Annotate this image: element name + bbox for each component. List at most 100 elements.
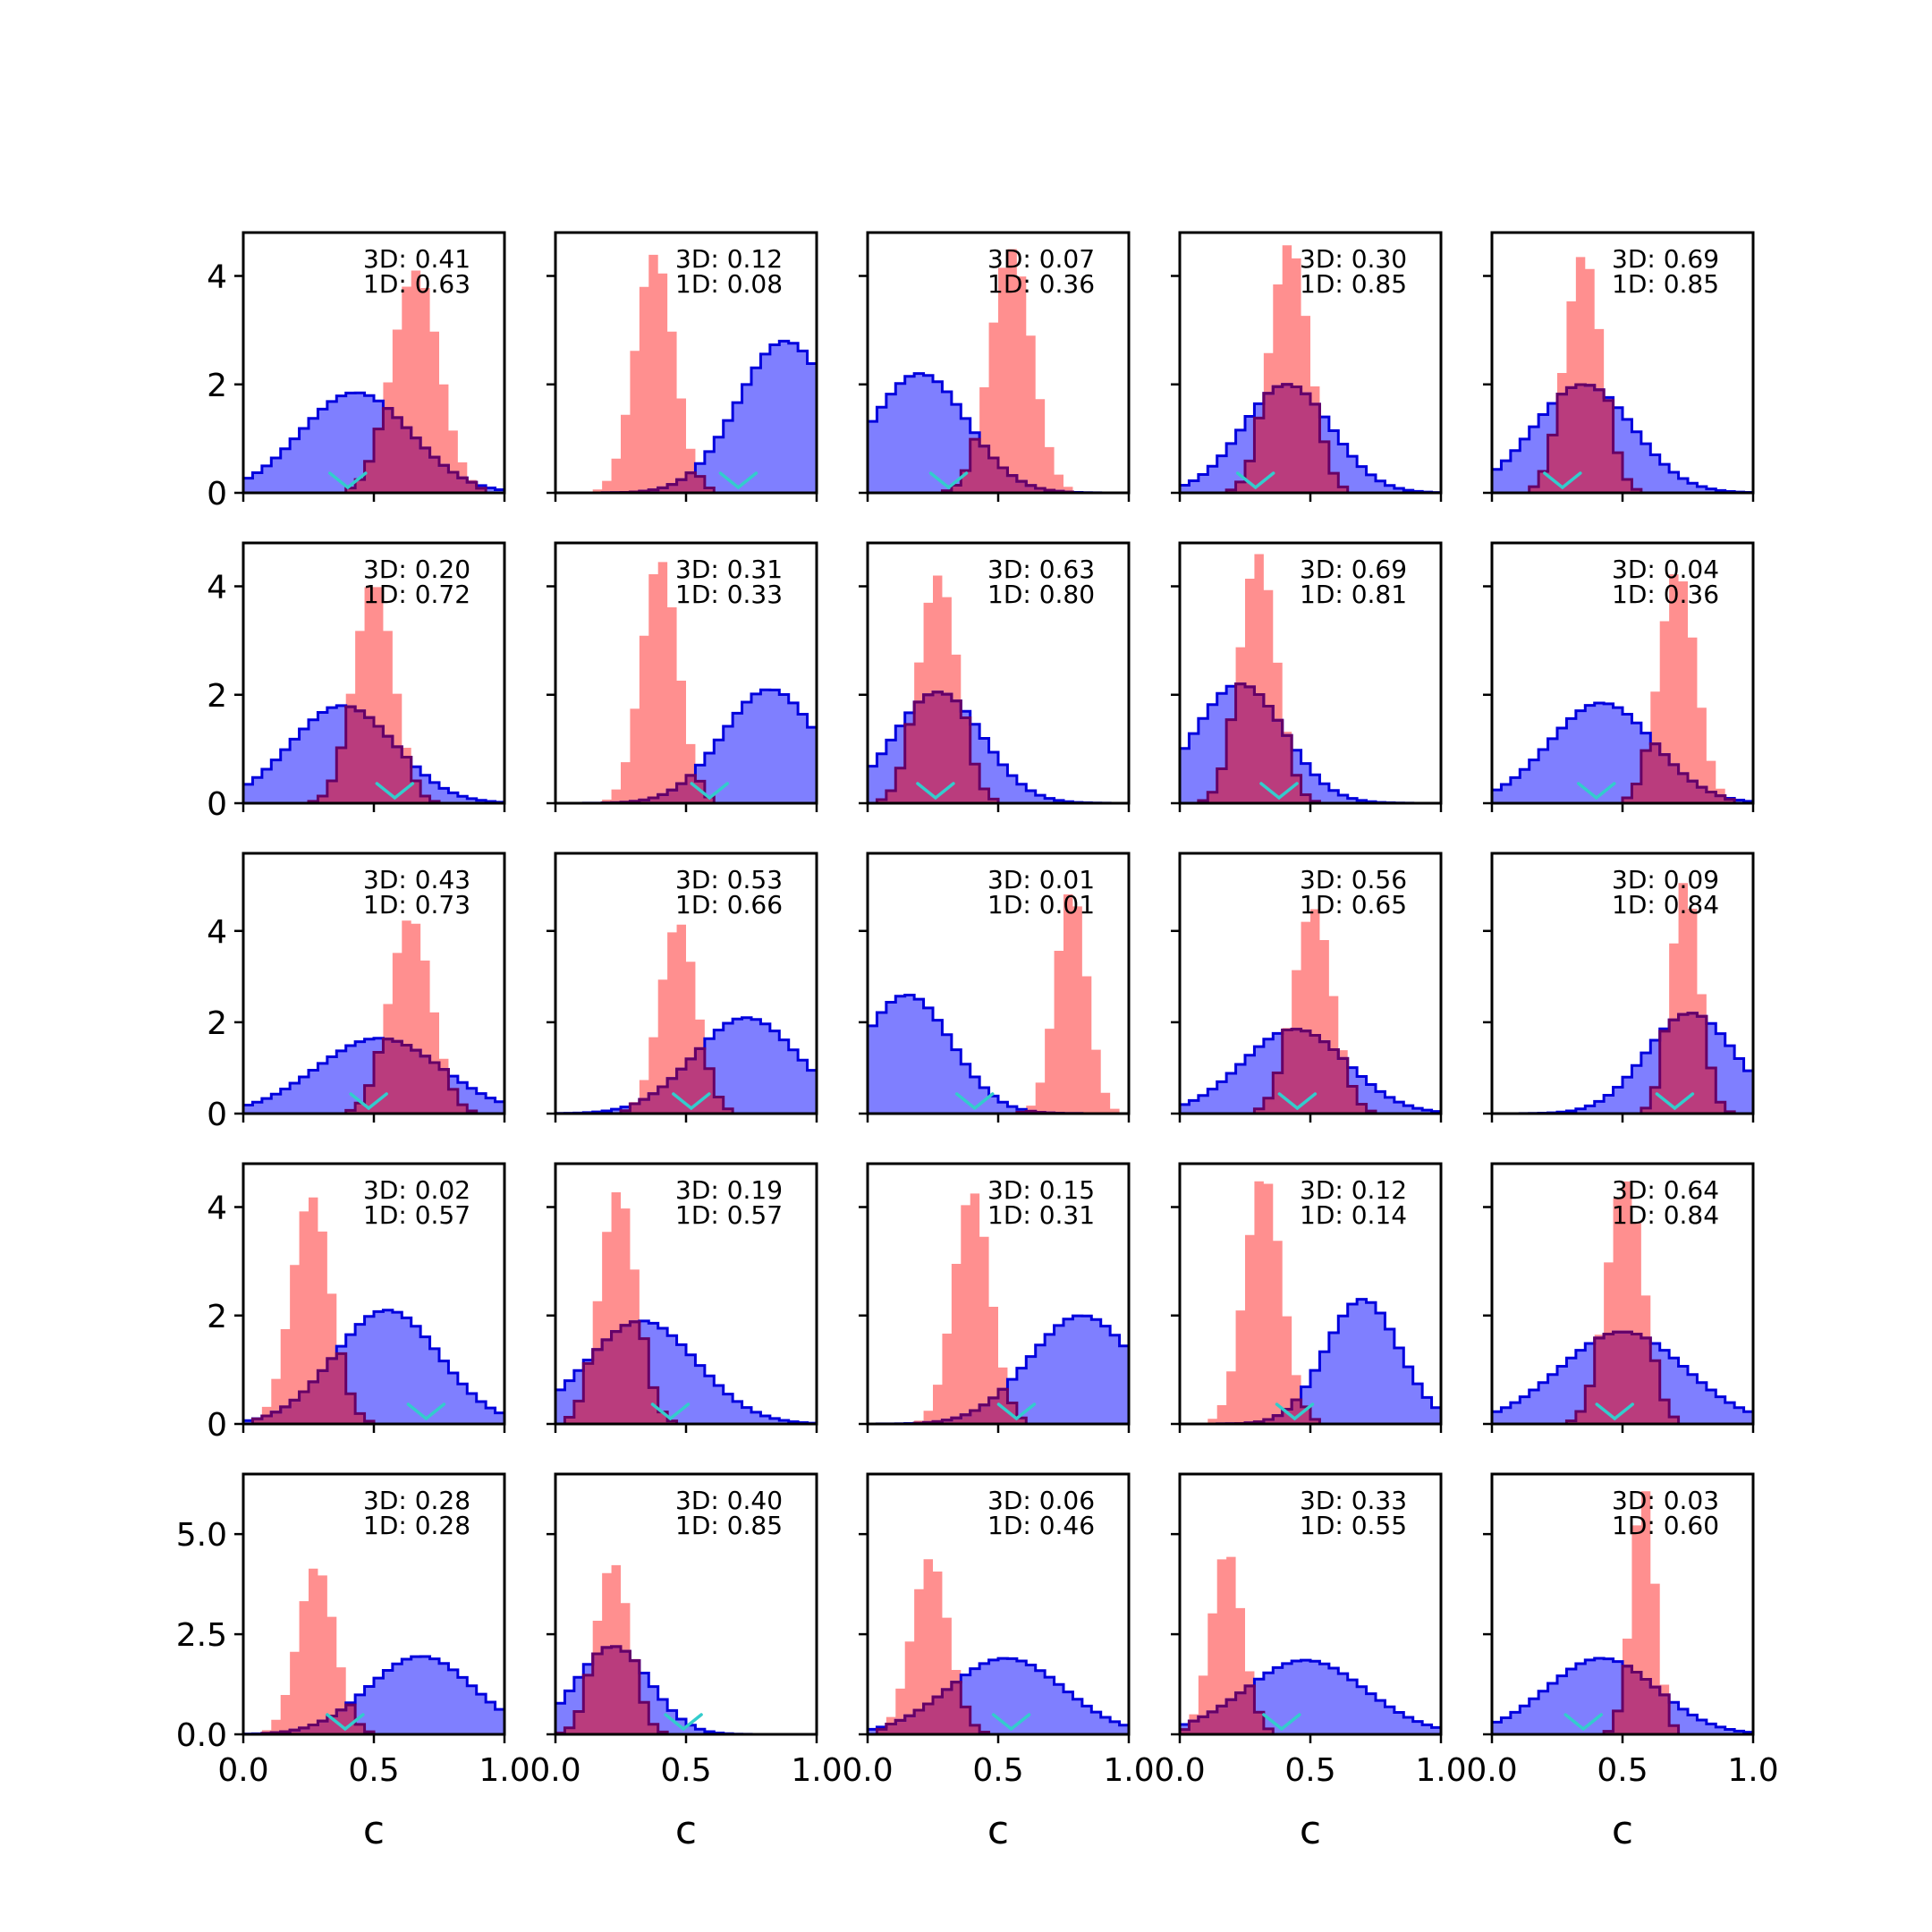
- x-tick-label: 1.0: [1415, 1752, 1466, 1789]
- hist-red-fill: [243, 1197, 504, 1424]
- hist-overlap-outline: [1492, 1665, 1753, 1734]
- y-tick-label: 0: [207, 786, 227, 823]
- y-tick-label: 4: [207, 259, 227, 296]
- panel-plot-area: [555, 1191, 817, 1424]
- panel-plot-area: [1180, 909, 1441, 1114]
- y-tick-label: 2: [207, 1005, 227, 1042]
- hist-overlap-fill: [555, 1646, 817, 1734]
- hist-red-fill: [868, 1559, 1129, 1734]
- hist-overlap-fill: [555, 1321, 817, 1424]
- annotation-3d: 3D: 0.06: [987, 1486, 1095, 1515]
- hist-overlap-outline: [1492, 383, 1753, 493]
- annotation-1d: 1D: 0.72: [363, 580, 470, 609]
- hist-overlap-outline: [868, 691, 1129, 803]
- true-value-marker: [991, 1713, 1031, 1732]
- y-tick-label: 4: [207, 914, 227, 951]
- x-tick-label: 0.5: [1284, 1752, 1335, 1789]
- annotation-1d: 1D: 0.65: [1300, 890, 1407, 919]
- true-value-marker: [1277, 1092, 1318, 1111]
- y-tick-label: 2: [207, 368, 227, 404]
- y-tick-label: 0: [207, 1407, 227, 1444]
- hist-overlap-fill: [1492, 1013, 1753, 1114]
- annotation-3d: 3D: 0.53: [675, 865, 783, 894]
- hist-overlap-fill: [868, 1682, 1129, 1734]
- hist-red-fill: [243, 1568, 504, 1734]
- annotation-3d: 3D: 0.12: [675, 244, 783, 274]
- annotation-3d: 3D: 0.03: [1612, 1486, 1719, 1515]
- hist-overlap-outline: [1180, 383, 1441, 493]
- annotation-1d: 1D: 0.85: [675, 1511, 783, 1540]
- annotation-1d: 1D: 0.14: [1300, 1200, 1407, 1230]
- true-value-marker: [328, 471, 368, 490]
- annotation-3d: 3D: 0.09: [1612, 865, 1719, 894]
- x-axis-label: c: [987, 1808, 1009, 1853]
- annotation-1d: 1D: 0.85: [1300, 269, 1407, 299]
- hist-overlap-outline: [1492, 742, 1753, 803]
- panel-plot-area: [243, 270, 504, 493]
- hist-blue-outline: [1492, 1657, 1753, 1734]
- annotation-3d: 3D: 0.69: [1612, 244, 1719, 274]
- x-tick-label: 0.0: [530, 1752, 580, 1789]
- hist-overlap-outline: [243, 1352, 504, 1424]
- hist-red-fill: [555, 562, 817, 803]
- annotation-3d: 3D: 0.33: [1300, 1486, 1407, 1515]
- annotation-1d: 1D: 0.81: [1300, 580, 1407, 609]
- x-tick-label: 1.0: [1103, 1752, 1154, 1789]
- annotation-1d: 1D: 0.63: [363, 269, 470, 299]
- annotation-1d: 1D: 0.60: [1612, 1511, 1719, 1540]
- annotation-3d: 3D: 0.07: [987, 244, 1095, 274]
- annotation-3d: 3D: 0.31: [675, 555, 783, 584]
- hist-red-fill: [1180, 909, 1441, 1114]
- hist-red-fill: [1492, 574, 1753, 803]
- x-tick-label: 0.5: [1597, 1752, 1648, 1789]
- true-value-marker: [690, 782, 730, 801]
- hist-overlap-fill: [555, 775, 817, 803]
- true-value-marker: [718, 471, 758, 490]
- true-value-marker: [375, 782, 415, 801]
- hist-blue-fill: [243, 1656, 504, 1734]
- x-axis-label: c: [1300, 1808, 1321, 1853]
- hist-red-fill: [555, 924, 817, 1114]
- hist-overlap-fill: [868, 1389, 1129, 1424]
- hist-blue-outline: [243, 1037, 504, 1107]
- hist-overlap-fill: [1180, 1685, 1441, 1734]
- true-value-marker: [1262, 1713, 1301, 1732]
- true-value-marker: [1543, 471, 1582, 490]
- y-tick-label: 0: [207, 476, 227, 513]
- hist-overlap-fill: [1492, 1332, 1753, 1424]
- annotation-3d: 3D: 0.43: [363, 865, 470, 894]
- panel-plot-area: [868, 575, 1129, 803]
- annotation-1d: 1D: 0.57: [363, 1200, 470, 1230]
- annotation-3d: 3D: 0.40: [675, 1486, 783, 1515]
- y-tick-label: 0.0: [176, 1717, 227, 1754]
- hist-overlap-outline: [1492, 1012, 1753, 1114]
- true-value-marker: [650, 1402, 691, 1421]
- annotation-1d: 1D: 0.80: [987, 580, 1095, 609]
- annotation-1d: 1D: 0.01: [987, 890, 1095, 919]
- true-value-marker: [1595, 1402, 1634, 1421]
- hist-blue-fill: [868, 995, 1129, 1114]
- true-value-marker: [672, 1092, 711, 1111]
- hist-red-fill: [868, 894, 1129, 1114]
- hist-overlap-outline: [555, 1046, 817, 1114]
- annotation-1d: 1D: 0.46: [987, 1511, 1095, 1540]
- hist-overlap-outline: [555, 1645, 817, 1734]
- y-tick-label: 5.0: [176, 1517, 227, 1554]
- panel-plot-area: [1492, 257, 1753, 493]
- panel-plot-area: [243, 1568, 504, 1734]
- hist-overlap-outline: [1492, 1330, 1753, 1424]
- x-tick-label: 0.0: [1466, 1752, 1517, 1789]
- x-tick-label: 0.0: [1154, 1752, 1205, 1789]
